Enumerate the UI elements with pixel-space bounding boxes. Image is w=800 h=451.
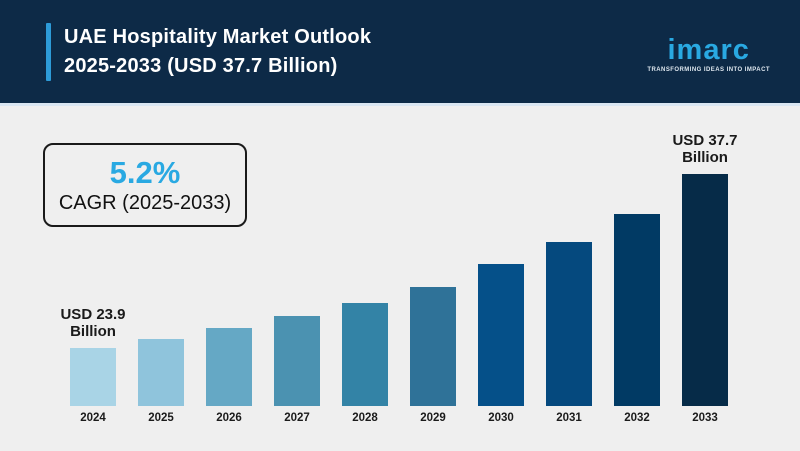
- x-tick-2027: 2027: [284, 412, 310, 424]
- imarc-logo: imarc TRANSFORMING IDEAS INTO IMPACT: [647, 35, 770, 73]
- last-bar-value-line1: USD 37.7: [672, 132, 738, 149]
- last-bar-value-label: USD 37.7 Billion: [672, 132, 737, 166]
- bar-column-2026: 2026: [206, 328, 252, 425]
- x-tick-2028: 2028: [352, 412, 378, 424]
- bar-2025: [138, 339, 184, 406]
- bar-column-2028: 2028: [342, 303, 388, 425]
- header: UAE Hospitality Market Outlook 2025-2033…: [0, 0, 800, 106]
- page-title-line1: UAE Hospitality Market Outlook: [64, 25, 372, 48]
- last-bar-value-line2: Billion: [682, 149, 728, 166]
- bar-2028: [342, 303, 388, 406]
- bar-column-2027: 2027: [274, 316, 320, 425]
- bar-2032: [614, 214, 660, 406]
- x-tick-2026: 2026: [216, 412, 242, 424]
- first-bar-value-label: USD 23.9 Billion: [60, 306, 125, 340]
- bar-column-2033: 2033: [682, 174, 728, 425]
- bar-2029: [410, 287, 456, 406]
- bar-2024: [70, 348, 116, 406]
- cagr-value: 5.2%: [109, 154, 181, 190]
- x-tick-2025: 2025: [148, 412, 174, 424]
- bar-column-2024: 2024: [70, 348, 116, 425]
- bar-2031: [546, 242, 592, 406]
- bar-column-2032: 2032: [614, 214, 660, 425]
- cagr-label: CAGR (2025-2033): [58, 191, 232, 214]
- x-tick-2024: 2024: [80, 412, 106, 424]
- bar-column-2025: 2025: [138, 339, 184, 425]
- bar-2027: [274, 316, 320, 406]
- bar-column-2031: 2031: [546, 242, 592, 425]
- x-tick-2032: 2032: [624, 412, 650, 424]
- x-tick-2033: 2033: [692, 412, 718, 424]
- x-tick-2030: 2030: [488, 412, 514, 424]
- imarc-logo-wordmark: imarc: [667, 33, 750, 66]
- chart-area: 5.2% CAGR (2025-2033) USD 23.9 Billion U…: [0, 106, 800, 448]
- bar-column-2029: 2029: [410, 287, 456, 425]
- first-bar-value-line1: USD 23.9: [60, 306, 126, 323]
- bar-2033: [682, 174, 728, 406]
- bar-chart: USD 23.9 Billion USD 37.7 Billion 2024 20…: [60, 132, 737, 425]
- bar-column-2030: 2030: [478, 264, 524, 425]
- bar-2026: [206, 328, 252, 406]
- page-title: UAE Hospitality Market Outlook 2025-2033…: [64, 23, 371, 81]
- page-title-line2: 2025-2033 (USD 37.7 Billion): [64, 54, 338, 77]
- x-tick-2029: 2029: [420, 412, 446, 424]
- bars-row: 2024 2025 2026 2027 2028 2029 2030 2031 2032 2033: [70, 174, 730, 425]
- bar-2030: [478, 264, 524, 406]
- first-bar-value-line2: Billion: [70, 323, 116, 340]
- imarc-logo-tagline: TRANSFORMING IDEAS INTO IMPACT: [647, 66, 770, 73]
- title-block: UAE Hospitality Market Outlook 2025-2033…: [46, 22, 371, 81]
- x-tick-2031: 2031: [556, 412, 582, 424]
- title-accent-bar: [46, 22, 51, 81]
- cagr-badge: 5.2% CAGR (2025-2033): [43, 143, 247, 227]
